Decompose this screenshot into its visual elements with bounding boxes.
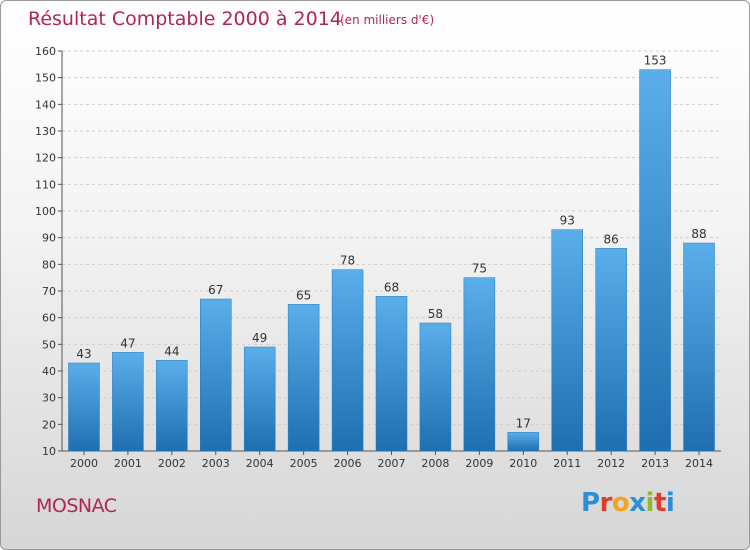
y-tick-label: 160 [35,45,56,58]
data-label: 58 [428,307,443,321]
x-tick-label: 2000 [70,457,98,470]
x-tick-label: 2002 [158,457,186,470]
logo-letter: t [653,488,666,518]
y-tick-label: 90 [42,232,56,245]
y-tick-label: 100 [35,205,56,218]
bar [68,362,100,452]
y-tick-label: 30 [42,392,56,405]
x-tick-label: 2008 [421,457,449,470]
y-tick-label: 20 [42,418,56,431]
data-label: 65 [296,288,311,302]
x-tick-label: 2010 [509,457,537,470]
bar [156,360,188,452]
logo-letter: o [611,488,630,518]
bar [375,296,408,452]
y-tick-label: 140 [35,98,56,111]
logo-letter: r [599,488,613,518]
bar [551,229,583,452]
y-tick-label: 70 [42,285,56,298]
bar [287,304,320,452]
y-tick-label: 40 [42,365,56,378]
bar [463,277,496,452]
logo-letter: x [629,488,646,518]
y-tick-label: 110 [35,178,56,191]
x-tick-label: 2013 [641,457,669,470]
bar [331,269,364,452]
bar [112,352,144,452]
x-tick-label: 2005 [290,457,318,470]
data-label: 68 [384,280,399,294]
y-tick-label: 60 [42,312,56,325]
data-label: 153 [644,54,667,68]
x-tick-label: 2007 [378,457,406,470]
y-tick-label: 10 [42,445,56,458]
x-tick-label: 2003 [202,457,230,470]
proxiti-logo: Proxiti [581,488,675,518]
data-label: 49 [252,331,267,345]
logo-letter: i [645,488,655,518]
x-tick-label: 2001 [114,457,142,470]
y-tick-label: 50 [42,338,56,351]
bar [507,432,540,452]
x-tick-label: 2012 [597,457,625,470]
logo-letter: P [581,488,600,518]
bar [243,346,276,452]
y-tick-label: 150 [35,72,56,85]
data-label: 86 [604,232,619,246]
data-label: 17 [516,416,531,430]
chart-title: Résultat Comptable 2000 à 2014 [28,8,342,30]
data-label: 93 [560,214,575,228]
bar [639,69,671,452]
x-tick-label: 2014 [685,457,713,470]
y-tick-label: 80 [42,258,56,271]
commune-name: MOSNAC [36,495,117,517]
x-tick-label: 2004 [246,457,274,470]
data-label: 44 [164,344,179,358]
data-label: 78 [340,254,355,268]
data-label: 43 [76,347,91,361]
bar [595,248,627,452]
data-label: 67 [208,283,223,297]
data-label: 47 [120,336,135,350]
bar [200,298,232,452]
chart-subtitle: (en milliers d'€) [340,13,435,27]
x-tick-label: 2006 [334,457,362,470]
x-tick-label: 2011 [553,457,581,470]
bar [419,322,452,452]
y-tick-label: 130 [35,125,56,138]
bar [683,242,715,452]
data-label: 75 [472,262,487,276]
y-tick-label: 120 [35,152,56,165]
logo-letter: i [665,488,675,518]
x-tick-label: 2009 [465,457,493,470]
data-label: 88 [691,227,706,241]
